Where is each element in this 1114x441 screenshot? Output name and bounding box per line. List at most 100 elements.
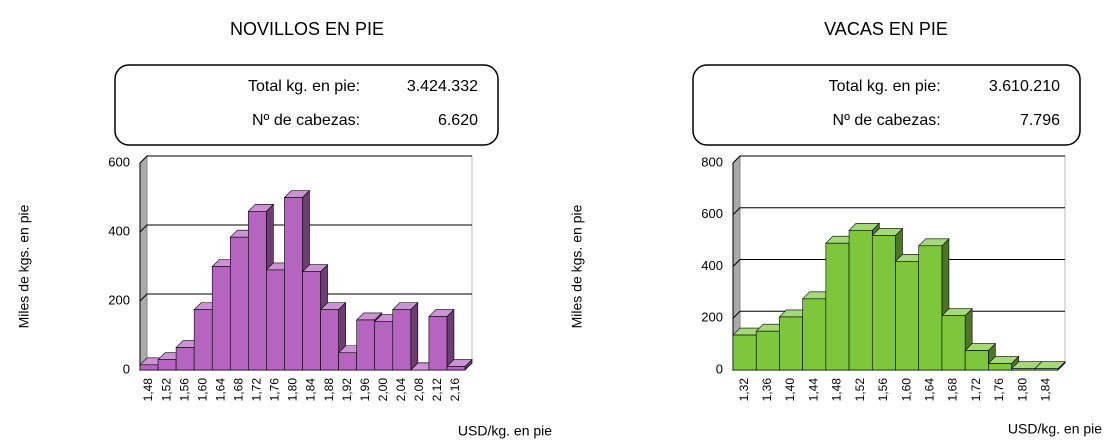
bar-front: [755, 330, 780, 371]
bar-front: [871, 235, 896, 371]
x-tick-label: 1,56: [876, 378, 890, 402]
x-tick-label: 2,04: [394, 378, 408, 402]
y-tick-label: 0: [716, 361, 723, 376]
grid-line: [732, 259, 1065, 267]
x-tick-label: 1,72: [250, 378, 264, 402]
x-axis-label: USD/kg. en pie: [458, 423, 552, 439]
y-axis-label: Miles de kgs. en pie: [16, 204, 32, 328]
bar-front: [211, 266, 231, 371]
y-tick-label: 200: [701, 310, 723, 325]
chart: NOVILLOS EN PIE Total kg. en pie: 3.424.33…: [16, 19, 553, 439]
x-tick-label: 1,48: [141, 378, 155, 402]
side-wall: [139, 154, 148, 372]
x-tick-label: 1,68: [946, 378, 960, 402]
x-tick-label: 1,44: [806, 378, 820, 402]
x-tick-label: 1,52: [853, 378, 867, 402]
x-tick-label: 2,12: [430, 378, 444, 402]
y-tick-label: 200: [108, 292, 130, 307]
x-tick-label: 1,80: [1015, 378, 1029, 402]
x-tick-label: 1,60: [195, 378, 209, 402]
x-tick-label: 1,32: [737, 378, 751, 402]
x-tick-label: 1,52: [159, 378, 173, 402]
bar: [446, 358, 473, 371]
bar: [1034, 360, 1066, 371]
x-axis-label: USD/kg. en pie: [1008, 421, 1102, 437]
bar-front: [320, 309, 339, 371]
x-tick-label: 1,64: [213, 378, 227, 402]
info-value: 7.796: [1020, 112, 1060, 129]
bar-front: [895, 261, 920, 371]
y-tick-label: 600: [701, 206, 723, 221]
x-tick-label: 1,84: [304, 378, 318, 402]
chart-title: NOVILLOS EN PIE: [230, 19, 384, 39]
bar-front: [964, 350, 989, 371]
bar: [392, 301, 419, 371]
x-tick-label: 1,72: [969, 378, 983, 402]
info-box: [692, 64, 1081, 146]
grid-line: [732, 207, 1065, 216]
x-tick-label: 1,96: [358, 378, 372, 402]
info-label: Nº de cabezas:: [833, 112, 941, 129]
bar: [428, 308, 455, 371]
bar-front: [356, 319, 376, 371]
x-tick-label: 2,16: [448, 378, 462, 402]
chart-title: VACAS EN PIE: [824, 19, 948, 39]
x-tick-label: 1,56: [177, 378, 191, 402]
bar-front: [193, 309, 213, 371]
bar: [964, 342, 997, 371]
x-tick-label: 1,64: [922, 378, 936, 402]
x-tick-label: 1,76: [268, 378, 282, 402]
bar-front: [446, 366, 466, 371]
bar-front: [941, 315, 966, 371]
y-tick-label: 600: [108, 154, 130, 169]
bar-front: [139, 364, 159, 371]
x-tick-label: 2,08: [412, 378, 426, 402]
chart: VACAS EN PIE Total kg. en pie: 3.610.210 Nº…: [569, 19, 1103, 437]
info-value: 3.424.332: [407, 78, 478, 95]
bar-front: [1011, 368, 1036, 371]
x-tick-label: 1,36: [760, 378, 774, 402]
bar-front: [392, 309, 412, 371]
bar-front: [988, 363, 1012, 371]
bar: [987, 355, 1020, 371]
x-tick-label: 1,88: [322, 378, 336, 402]
info-value: 3.610.210: [989, 78, 1060, 95]
x-tick-label: 2,00: [376, 378, 390, 402]
x-tick-label: 1,68: [231, 378, 245, 402]
bar-front: [1034, 368, 1059, 371]
grid-line: [139, 293, 472, 302]
bar-front: [229, 236, 249, 371]
info-box: [114, 64, 499, 146]
x-tick-label: 1,76: [992, 378, 1006, 402]
y-tick-label: 400: [108, 223, 130, 238]
grid-line: [732, 155, 1065, 164]
info-label: Nº de cabezas:: [252, 112, 360, 129]
info-label: Total kg. en pie:: [248, 78, 360, 95]
y-tick-label: 400: [701, 258, 723, 273]
x-tick-label: 1,40: [783, 378, 797, 402]
bar-front: [428, 316, 448, 371]
x-tick-label: 1,84: [1039, 378, 1053, 402]
x-tick-label: 1,80: [286, 378, 300, 402]
y-tick-label: 0: [123, 361, 130, 376]
bar-front: [175, 347, 195, 371]
x-tick-label: 1,48: [830, 378, 844, 402]
bar-side: [410, 301, 419, 371]
bar-front: [374, 321, 394, 371]
grid-line: [139, 224, 472, 233]
y-tick-label: 800: [701, 154, 723, 169]
bar-front: [802, 298, 827, 371]
bar-front: [302, 271, 321, 371]
info-label: Total kg. en pie:: [829, 78, 941, 95]
bar-front: [732, 334, 757, 371]
grid-line: [139, 155, 472, 164]
info-value: 6.620: [438, 112, 478, 129]
bar-front: [848, 229, 873, 371]
bar-front: [248, 211, 267, 371]
bar-front: [338, 352, 357, 371]
bar-front: [157, 359, 177, 371]
bar-front: [918, 245, 943, 371]
bar-front: [779, 316, 803, 371]
